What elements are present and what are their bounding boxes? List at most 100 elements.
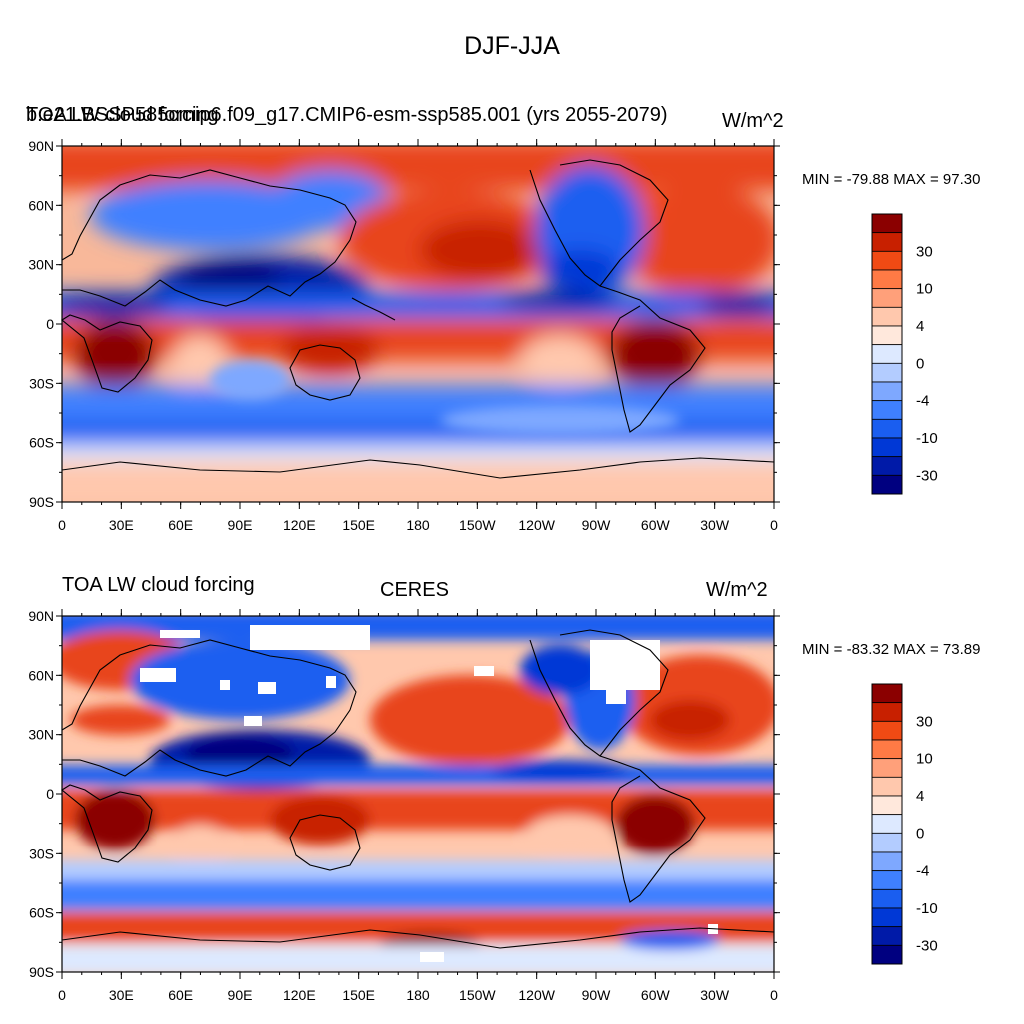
colorbar-swatch (871, 474, 903, 495)
colorbar-swatch (871, 814, 903, 834)
colorbar-swatch (871, 269, 903, 290)
lon-tick-label: 30W (700, 517, 730, 533)
colorbar-swatch (871, 907, 903, 928)
lat-tick-label: 30N (28, 727, 54, 743)
lat-tick-label: 90S (29, 494, 54, 510)
lat-tick-label: 60S (29, 905, 54, 921)
colorbar-label: 10 (916, 281, 933, 298)
lon-tick-label: 90E (228, 987, 253, 1003)
lon-tick-label: 60W (641, 517, 671, 533)
lon-tick-label: 90E (228, 517, 253, 533)
colorbar-swatch (871, 870, 903, 890)
map-panel-1 (62, 146, 774, 502)
lat-tick-label: 90N (28, 138, 54, 154)
lon-tick-label: 60E (168, 987, 193, 1003)
lon-tick-label: 120W (518, 987, 555, 1003)
lon-tick-label: 30E (109, 987, 134, 1003)
lon-tick-label: 0 (58, 987, 66, 1003)
colorbar-swatch (871, 381, 903, 402)
lon-tick-label: 30E (109, 517, 134, 533)
panel-2-units: W/m^2 (706, 579, 768, 601)
colorbar-swatch (871, 795, 903, 816)
colorbar-swatch (871, 720, 903, 741)
lat-tick-label: 30N (28, 257, 54, 273)
colorbar-label: -30 (916, 937, 938, 954)
colorbar-swatch (871, 213, 903, 234)
lon-tick-label: 0 (58, 517, 66, 533)
lon-tick-label: 90W (582, 517, 612, 533)
lon-tick-label: 150W (459, 517, 496, 533)
lon-tick-label: 180 (406, 987, 430, 1003)
coastlines-panel-2 (61, 629, 775, 949)
lat-tick-label: 90N (28, 608, 54, 624)
colorbar-swatch (871, 739, 903, 760)
lon-tick-label: 150W (459, 987, 496, 1003)
colorbar-panel-1: 30 10 4 0 -4 -10 -30 (871, 213, 938, 495)
panel-2-center-title: CERES (380, 579, 449, 601)
panel-1-min-max: MIN = -79.88 MAX = 97.30 (802, 171, 981, 188)
colorbar-swatch (871, 437, 903, 458)
lat-tick-label: 0 (46, 316, 54, 332)
lon-tick-label: 60E (168, 517, 193, 533)
colorbar-label: -4 (916, 393, 929, 410)
colorbar-swatch (871, 851, 903, 872)
colorbar-swatch (871, 944, 903, 965)
colorbar-swatch (871, 888, 903, 909)
colorbar-label: -10 (916, 900, 938, 917)
colorbar-swatch (871, 702, 903, 722)
colorbar-swatch (871, 288, 903, 308)
panel-1-left-title: TOA LW cloud forcing (26, 104, 219, 126)
colorbar-label: -30 (916, 467, 938, 484)
colorbar-swatch (871, 362, 903, 383)
lon-tick-label: 0 (770, 987, 778, 1003)
colorbar-label: 0 (916, 355, 924, 372)
panel-2-left-title: TOA LW cloud forcing (62, 574, 255, 596)
lon-tick-label: 90W (582, 987, 612, 1003)
lon-tick-label: 150E (342, 517, 375, 533)
colorbar-label: -4 (916, 863, 929, 880)
colorbar-swatch (871, 325, 903, 346)
colorbar-swatch (871, 232, 903, 252)
colorbar-swatch (871, 832, 903, 853)
lat-tick-label: 30S (29, 845, 54, 861)
lon-tick-label: 0 (770, 517, 778, 533)
colorbar-label: 10 (916, 751, 933, 768)
colorbar-swatch (871, 418, 903, 439)
figure-title: DJF-JJA (464, 32, 560, 60)
colorbar-swatch (871, 456, 903, 476)
colorbar-swatch (871, 758, 903, 778)
colorbar-label: 0 (916, 825, 924, 842)
colorbar-panel-2: 30 10 4 0 -4 -10 -30 (871, 683, 938, 965)
panel-1-center-title: b.e21.BSSP585cmip6.f09_g17.CMIP6-esm-ssp… (26, 104, 668, 126)
colorbar-label: 30 (916, 713, 933, 730)
lon-tick-label: 60W (641, 987, 671, 1003)
lat-tick-label: 60N (28, 197, 54, 213)
colorbar-swatch (871, 683, 903, 704)
colorbar-label: 30 (916, 243, 933, 260)
colorbar-swatch (871, 400, 903, 420)
lat-tick-label: 60N (28, 667, 54, 683)
lon-tick-label: 120W (518, 517, 555, 533)
lat-tick-label: 90S (29, 964, 54, 980)
lon-tick-label: 30W (700, 987, 730, 1003)
colorbar-swatch (871, 344, 903, 364)
coastlines-panel-1 (61, 159, 775, 479)
colorbar-swatch (871, 306, 903, 327)
colorbar-swatch (871, 926, 903, 946)
lon-tick-label: 180 (406, 517, 430, 533)
map-panel-2 (62, 616, 774, 972)
lon-tick-label: 120E (283, 987, 316, 1003)
colorbar-label: -10 (916, 430, 938, 447)
lat-tick-label: 30S (29, 375, 54, 391)
colorbar-label: 4 (916, 318, 924, 335)
colorbar-swatch (871, 776, 903, 797)
lon-tick-label: 150E (342, 987, 375, 1003)
lat-tick-label: 0 (46, 786, 54, 802)
lon-tick-label: 120E (283, 517, 316, 533)
lat-tick-label: 60S (29, 435, 54, 451)
panel-2-min-max: MIN = -83.32 MAX = 73.89 (802, 641, 981, 658)
colorbar-label: 4 (916, 788, 924, 805)
colorbar-swatch (871, 250, 903, 271)
panel-1-units: W/m^2 (722, 110, 784, 132)
